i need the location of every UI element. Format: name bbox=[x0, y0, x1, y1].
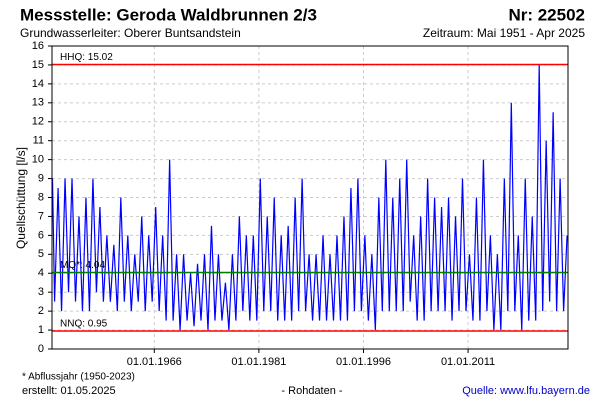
y-tick-label: 15 bbox=[32, 59, 44, 71]
reference-label: MQ*: 4.04 bbox=[60, 260, 105, 271]
y-tick-label: 4 bbox=[38, 267, 44, 279]
y-tick-label: 16 bbox=[32, 40, 44, 52]
station-number: Nr: 22502 bbox=[508, 5, 585, 24]
y-tick-label: 3 bbox=[38, 286, 44, 298]
y-tick-label: 2 bbox=[38, 305, 44, 317]
plot-frame bbox=[51, 45, 569, 350]
subtitle: Grundwasserleiter: Oberer Buntsandstein bbox=[20, 26, 241, 40]
reference-label: HHQ: 15.02 bbox=[60, 52, 113, 63]
y-tick-label: 10 bbox=[32, 154, 44, 166]
x-tick-label: 01.01.1981 bbox=[231, 356, 286, 368]
y-tick-label: 14 bbox=[32, 78, 44, 90]
x-tick-label: 01.01.2011 bbox=[441, 356, 495, 368]
period: Zeitraum: Mai 1951 - Apr 2025 bbox=[423, 26, 585, 40]
created-date: erstellt: 01.05.2025 bbox=[22, 385, 116, 397]
chart-title: Messstelle: Geroda Waldbrunnen 2/3 bbox=[20, 5, 317, 24]
x-tick-label: 01.01.1966 bbox=[127, 356, 182, 368]
y-tick-label: 13 bbox=[32, 97, 44, 109]
footnote: * Abflussjahr (1950-2023) bbox=[22, 372, 135, 383]
y-tick-label: 12 bbox=[32, 116, 44, 128]
y-tick-label: 1 bbox=[38, 324, 44, 336]
data-kind: - Rohdaten - bbox=[281, 385, 342, 397]
y-tick-label: 5 bbox=[38, 248, 44, 260]
x-tick-label: 01.01.1996 bbox=[336, 356, 391, 368]
source: Quelle: www.lfu.bayern.de bbox=[462, 385, 590, 397]
y-tick-label: 6 bbox=[38, 229, 44, 241]
reference-label: NNQ: 0.95 bbox=[60, 319, 108, 330]
y-tick-label: 9 bbox=[38, 172, 44, 184]
data-line bbox=[51, 64, 568, 331]
y-axis-label: Quellschüttung [l/s] bbox=[14, 147, 28, 249]
y-tick-label: 8 bbox=[38, 191, 44, 203]
y-tick-label: 0 bbox=[38, 343, 44, 355]
y-tick-label: 7 bbox=[38, 210, 44, 222]
y-tick-label: 11 bbox=[33, 135, 44, 147]
